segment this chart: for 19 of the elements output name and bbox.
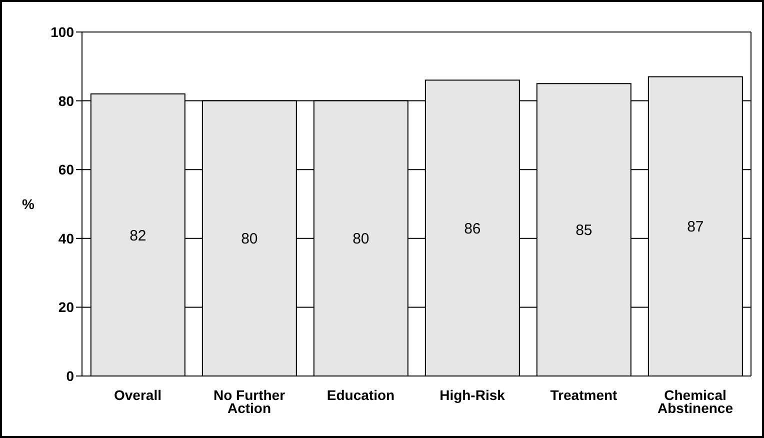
data-label: 82 — [130, 227, 146, 244]
x-tick-label: Education — [326, 387, 395, 403]
y-tick-label: 40 — [58, 230, 74, 246]
x-tick-label: Treatment — [550, 387, 618, 403]
y-tick-label: 100 — [50, 24, 74, 40]
y-tick-label: 20 — [58, 299, 74, 316]
x-tick-label: Chemical Abstinence — [658, 387, 734, 416]
data-label: 80 — [241, 230, 258, 248]
y-tick-label: 0 — [66, 368, 74, 384]
x-tick-label: High-Risk — [440, 387, 506, 403]
data-label: 85 — [576, 222, 592, 240]
y-tick-label: 60 — [58, 162, 74, 178]
data-label: 80 — [352, 230, 370, 248]
data-label: 87 — [687, 218, 704, 236]
y-axis-title: % — [22, 196, 35, 212]
x-tick-label: Overall — [114, 387, 162, 403]
x-tick-label: No Further Action — [213, 387, 286, 416]
data-label: 86 — [464, 220, 481, 238]
y-tick-label: 80 — [58, 92, 74, 109]
